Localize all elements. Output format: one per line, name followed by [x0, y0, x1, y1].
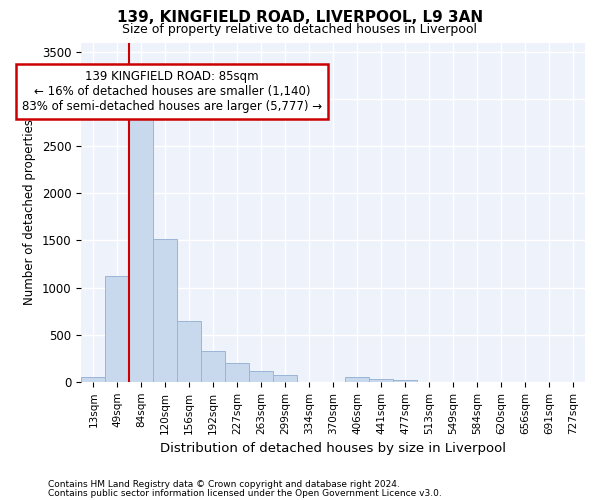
Bar: [177, 320, 201, 382]
Text: 139, KINGFIELD ROAD, LIVERPOOL, L9 3AN: 139, KINGFIELD ROAD, LIVERPOOL, L9 3AN: [117, 10, 483, 25]
X-axis label: Distribution of detached houses by size in Liverpool: Distribution of detached houses by size …: [160, 442, 506, 455]
Y-axis label: Number of detached properties: Number of detached properties: [23, 119, 37, 305]
Bar: [249, 372, 273, 382]
Text: Size of property relative to detached houses in Liverpool: Size of property relative to detached ho…: [122, 22, 478, 36]
Bar: [345, 377, 369, 382]
Bar: [369, 380, 393, 382]
Bar: [154, 240, 177, 382]
Bar: [201, 350, 225, 382]
Bar: [393, 380, 417, 382]
Text: 139 KINGFIELD ROAD: 85sqm
← 16% of detached houses are smaller (1,140)
83% of se: 139 KINGFIELD ROAD: 85sqm ← 16% of detac…: [22, 70, 322, 112]
Bar: [225, 363, 249, 382]
Text: Contains public sector information licensed under the Open Government Licence v3: Contains public sector information licen…: [48, 488, 442, 498]
Bar: [82, 377, 106, 382]
Bar: [106, 276, 130, 382]
Bar: [273, 375, 297, 382]
Text: Contains HM Land Registry data © Crown copyright and database right 2024.: Contains HM Land Registry data © Crown c…: [48, 480, 400, 489]
Bar: [130, 104, 154, 382]
